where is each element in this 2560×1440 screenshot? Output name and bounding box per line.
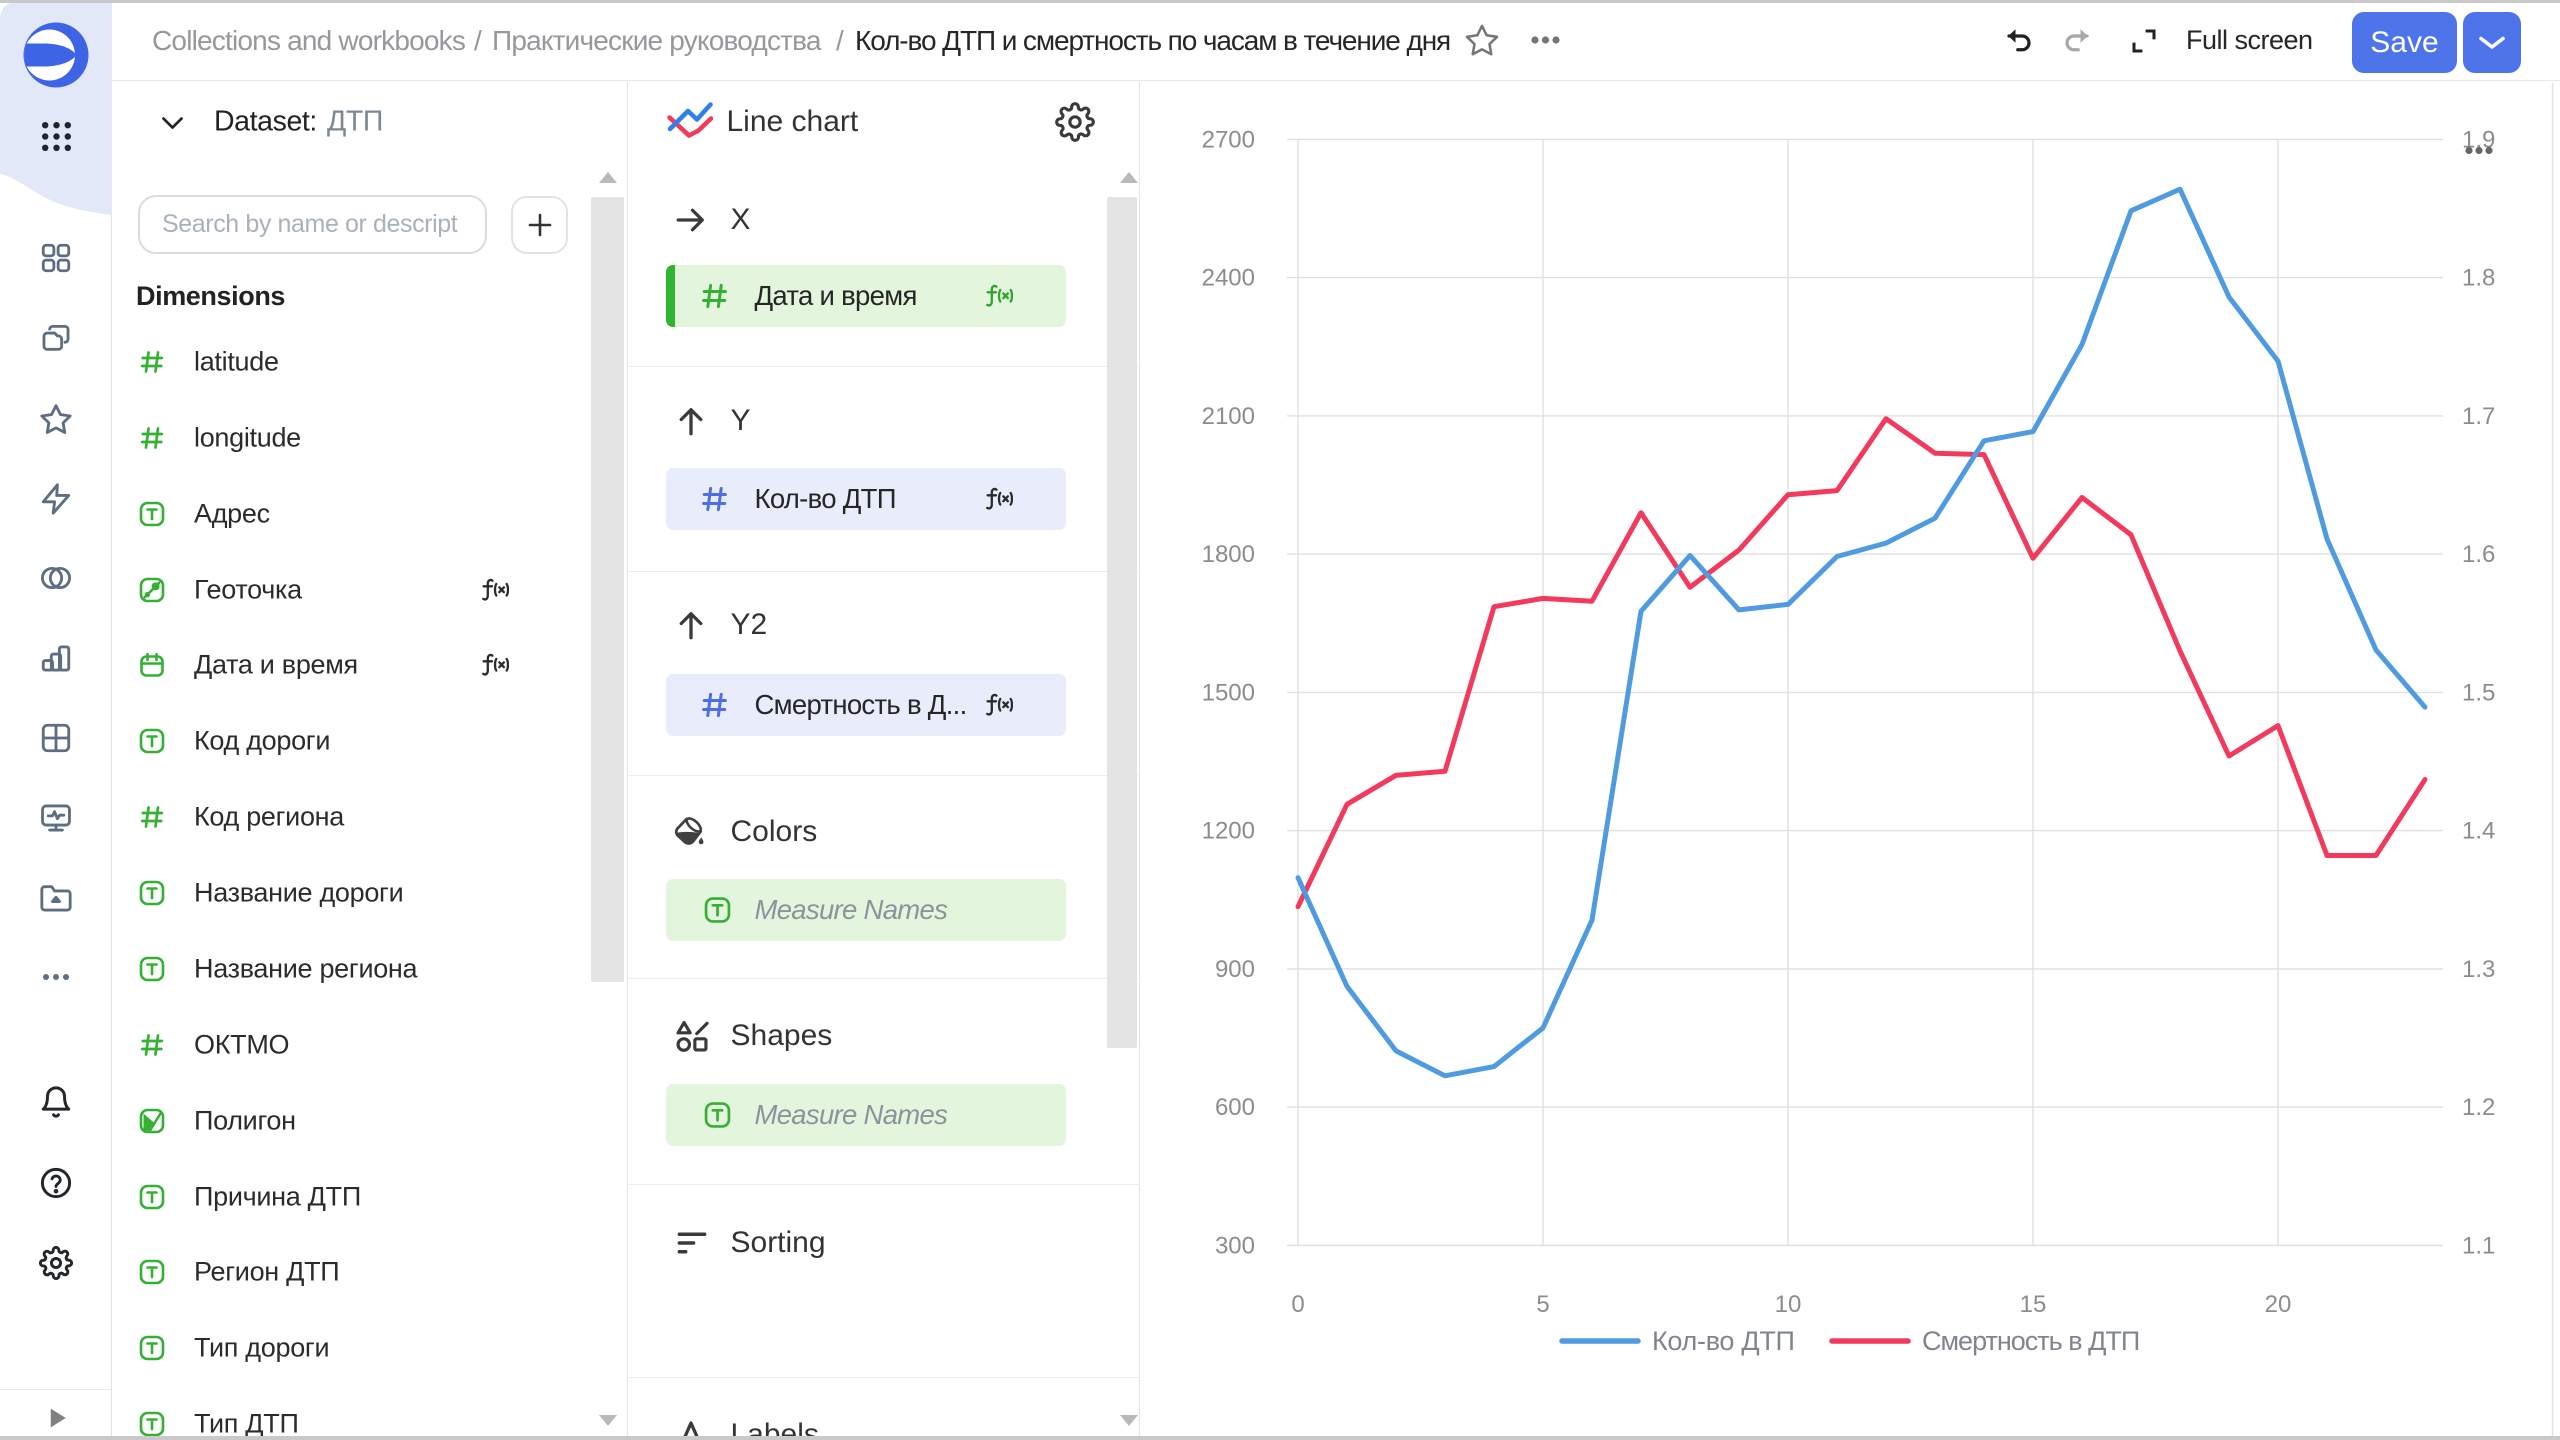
svg-text:1500: 1500	[1202, 679, 1255, 706]
svg-text:2700: 2700	[1202, 126, 1255, 153]
svg-text:1.4: 1.4	[2462, 818, 2495, 845]
svg-text:1.3: 1.3	[2462, 956, 2495, 983]
svg-text:2100: 2100	[1202, 403, 1255, 430]
svg-text:1800: 1800	[1202, 541, 1255, 568]
svg-text:600: 600	[1215, 1094, 1255, 1121]
svg-text:5: 5	[1536, 1291, 1549, 1318]
svg-text:10: 10	[1775, 1291, 1802, 1318]
svg-text:1.2: 1.2	[2462, 1094, 2495, 1121]
svg-text:15: 15	[2020, 1291, 2047, 1318]
svg-text:0: 0	[1291, 1291, 1304, 1318]
svg-text:900: 900	[1215, 956, 1255, 983]
svg-text:Смертность в ДТП: Смертность в ДТП	[1922, 1326, 2139, 1356]
svg-text:1.6: 1.6	[2462, 541, 2495, 568]
svg-text:300: 300	[1215, 1232, 1255, 1259]
svg-text:1.1: 1.1	[2462, 1232, 2495, 1259]
svg-text:Кол-во ДТП: Кол-во ДТП	[1652, 1326, 1795, 1356]
svg-text:1.7: 1.7	[2462, 403, 2495, 430]
svg-text:1200: 1200	[1202, 818, 1255, 845]
svg-text:1.5: 1.5	[2462, 679, 2495, 706]
svg-text:2400: 2400	[1202, 265, 1255, 292]
svg-text:1.8: 1.8	[2462, 265, 2495, 292]
svg-text:20: 20	[2265, 1291, 2292, 1318]
